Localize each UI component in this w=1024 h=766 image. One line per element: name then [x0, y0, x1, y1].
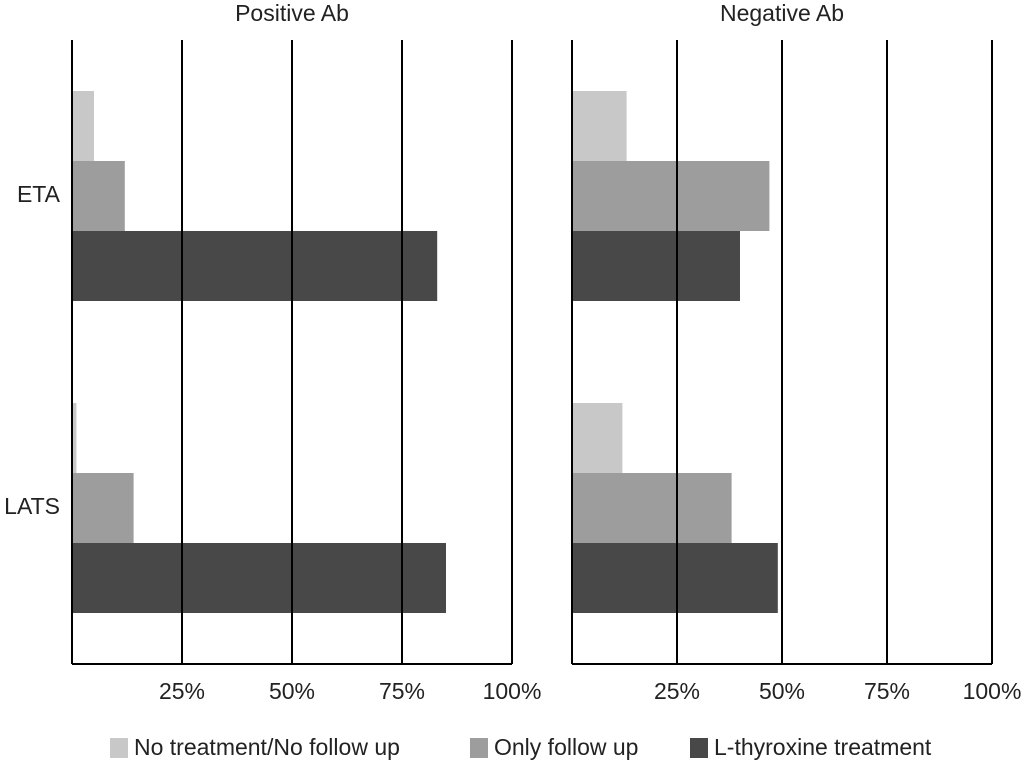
bar	[72, 403, 77, 473]
bar	[72, 231, 438, 301]
bar	[72, 161, 125, 231]
panel-title: Positive Ab	[235, 0, 349, 26]
x-tick-label: 100%	[483, 678, 542, 704]
bar	[572, 161, 770, 231]
x-tick-label: 75%	[864, 678, 910, 704]
legend-swatch	[690, 738, 708, 758]
x-tick-label: 50%	[269, 678, 315, 704]
bar	[572, 543, 778, 613]
bar	[572, 403, 623, 473]
bar	[72, 543, 446, 613]
bar	[72, 91, 94, 161]
legend-label: Only follow up	[494, 734, 638, 760]
x-tick-label: 100%	[963, 678, 1022, 704]
x-tick-label: 25%	[159, 678, 205, 704]
y-tick-label: ETA	[17, 181, 61, 207]
bar	[72, 473, 134, 543]
bar	[572, 473, 732, 543]
x-tick-label: 75%	[379, 678, 425, 704]
legend-swatch	[470, 738, 488, 758]
bar	[572, 231, 740, 301]
legend-label: L-thyroxine treatment	[714, 734, 932, 760]
legend-label: No treatment/No follow up	[134, 734, 400, 760]
panel-title: Negative Ab	[720, 0, 844, 26]
x-tick-label: 25%	[654, 678, 700, 704]
bar	[572, 91, 627, 161]
x-tick-label: 50%	[759, 678, 805, 704]
legend-swatch	[110, 738, 128, 758]
y-tick-label: LATS	[4, 493, 60, 519]
